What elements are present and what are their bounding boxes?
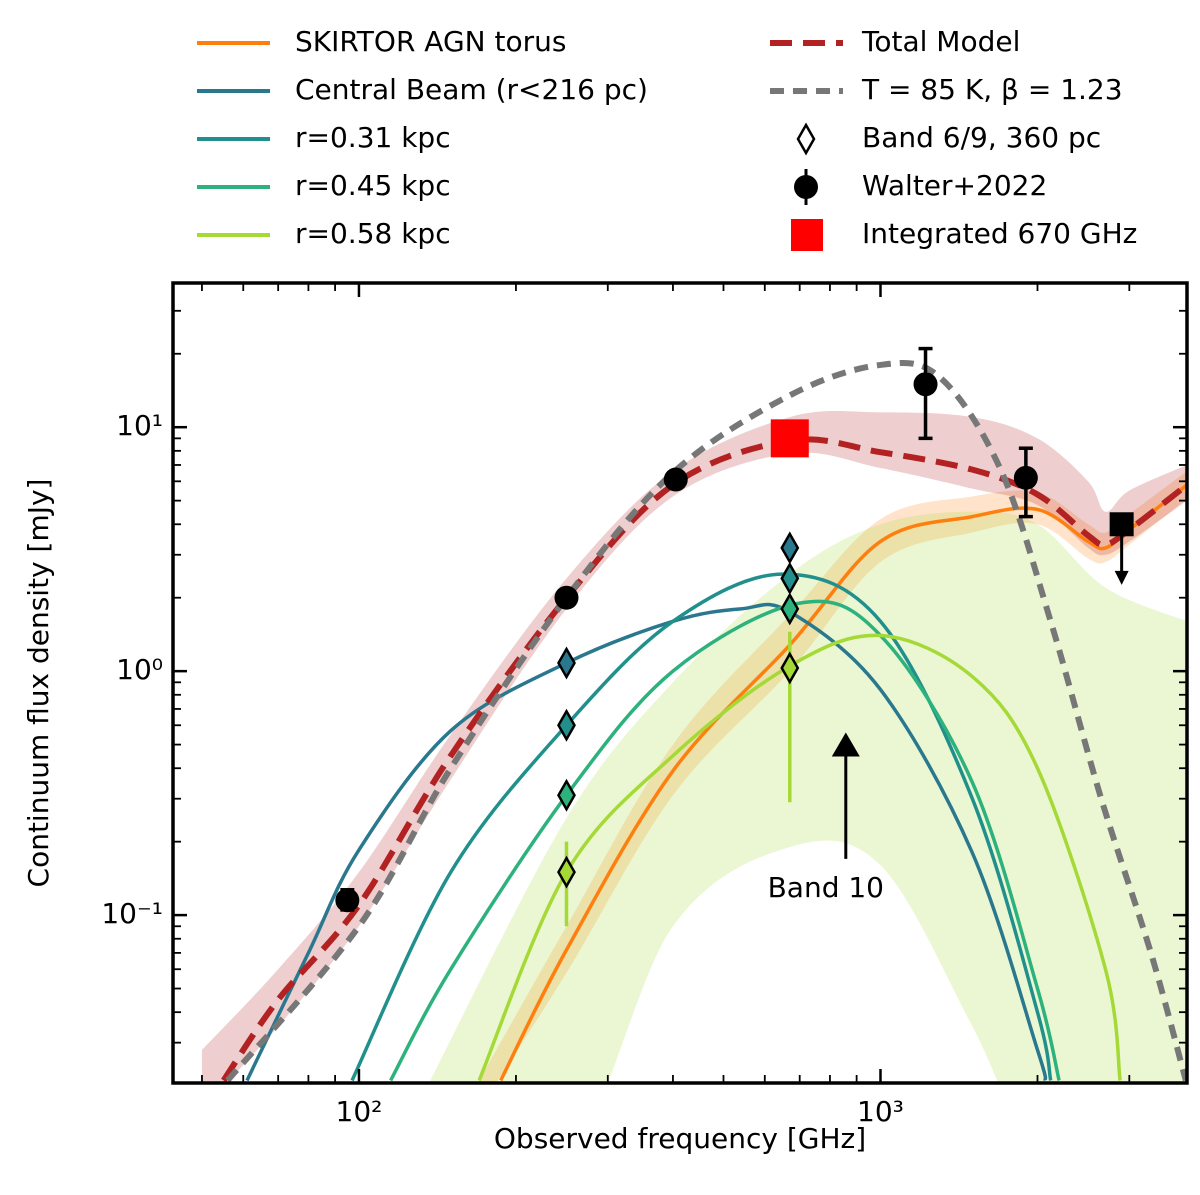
legend-square	[791, 219, 823, 251]
circle-marker	[663, 467, 688, 492]
legend-label: Integrated 670 GHz	[862, 217, 1137, 250]
legend-label: T = 85 K, β = 1.23	[861, 73, 1123, 106]
upper-limit-arrowhead	[1114, 570, 1129, 585]
uncertainty-band	[430, 511, 1187, 1083]
diamond-marker	[780, 531, 800, 565]
circle-marker	[1013, 465, 1038, 490]
legend-diamond	[796, 122, 816, 156]
legend-label: SKIRTOR AGN torus	[295, 25, 566, 58]
upper-limit-marker	[1109, 512, 1134, 537]
y-tick-label: 10⁰	[116, 653, 163, 686]
legend-label: Central Beam (r<216 pc)	[295, 73, 648, 106]
legend-label: r=0.31 kpc	[295, 121, 451, 154]
diamond-marker	[557, 708, 576, 742]
x-axis-label: Observed frequency [GHz]	[494, 1122, 866, 1155]
circle-marker	[335, 888, 360, 913]
annotation-text: Band 10	[768, 871, 884, 904]
legend-label: Total Model	[861, 25, 1020, 58]
diamond-marker	[557, 646, 576, 680]
series-line	[245, 602, 1048, 1082]
series-line	[499, 483, 1187, 1082]
plot-area	[201, 346, 1187, 1083]
legend-label: Walter+2022	[862, 169, 1047, 202]
circle-marker	[913, 372, 938, 397]
y-tick-label: 10¹	[116, 409, 163, 442]
annotation-arrowhead	[831, 732, 860, 757]
square-marker	[770, 419, 809, 458]
y-tick-label: 10⁻¹	[101, 897, 163, 930]
diamond-marker	[557, 778, 576, 812]
legend-label: Band 6/9, 360 pc	[862, 121, 1101, 154]
series-line	[350, 572, 1053, 1082]
y-axis-label: Continuum flux density [mJy]	[22, 479, 55, 888]
diamond-marker	[557, 855, 576, 889]
diamond-marker	[780, 651, 800, 685]
legend-circle	[794, 175, 818, 199]
series-line	[221, 436, 1187, 1083]
x-tick-label: 10²	[336, 1095, 383, 1128]
series-line	[225, 359, 1187, 1083]
legend-label: r=0.58 kpc	[295, 217, 451, 250]
x-tick-label: 10³	[857, 1095, 904, 1128]
legend-label: r=0.45 kpc	[295, 169, 451, 202]
circle-marker	[554, 585, 579, 610]
diamond-marker	[780, 592, 800, 626]
